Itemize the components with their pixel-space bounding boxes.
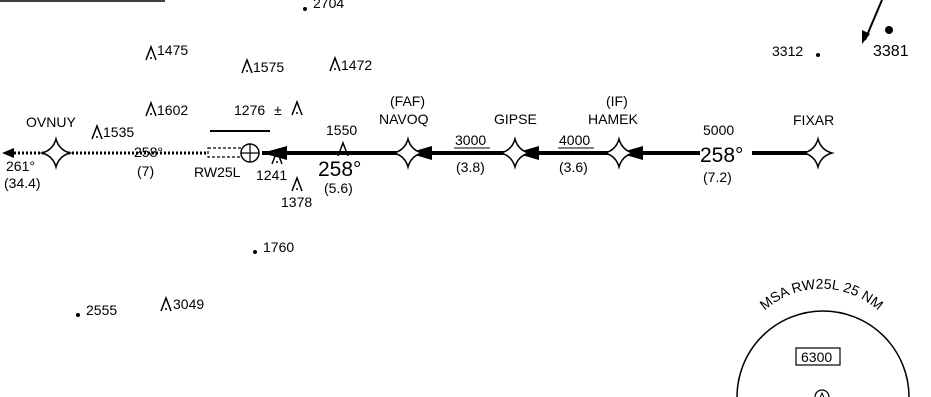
seg-hamek-gipse-altitude: 4000 [559,132,590,148]
north-course-arrowhead [862,30,870,44]
runway-symbol [207,147,253,158]
spot-dot-1760 [253,250,257,254]
seg-ovnuy-out-course: 261° [6,158,35,174]
fix-navoq-icon [391,136,425,170]
runway-label: RW25L [194,164,241,180]
spot-2555: 2555 [86,302,117,318]
seg-fixar-hamek-altitude: 5000 [703,122,734,138]
fix-gipse-icon [498,136,532,170]
obstacle-icon [291,99,303,116]
obstacle-1602: 1602 [157,102,188,118]
spot-dot-3312 [816,53,820,57]
seg-rw-ovnuy-course: 258° [134,144,163,160]
obstacle-1475: 1475 [157,42,188,58]
obstacle-1575: 1575 [253,59,284,75]
obstacle-icon [160,295,172,312]
seg-rw-ovnuy-distance: (7) [137,163,154,179]
spot-3312: 3312 [772,43,803,59]
obstacle-1378: 1378 [281,194,312,210]
fix-hamek-icon [602,136,636,170]
obstacle-icon [329,55,341,72]
spot-3381: 3381 [873,43,909,60]
msa-circle [736,310,910,397]
msa-altitude: 6300 [801,349,832,365]
obstacle-1276-plusminus: ± [274,102,282,118]
track-arrow-out [2,148,14,158]
track-arrow-rw [262,146,287,160]
obstacle-1276: 1276 [234,102,265,118]
fix-hamek-role: (IF) [606,93,628,109]
obstacle-icon [291,175,303,192]
fix-hamek-label: HAMEK [588,111,638,127]
seg-navoq-rw-distance: (5.6) [324,180,353,196]
fix-navoq-label: NAVOQ [379,111,429,127]
obstacle-1535: 1535 [103,124,134,140]
fix-fixar-icon [801,136,835,170]
spot-1760: 1760 [263,239,294,255]
seg-fixar-hamek-distance: (7.2) [703,169,732,185]
obstacle-icon [145,100,157,117]
seg-ovnuy-out-distance: (34.4) [4,175,41,191]
spot-dot-2704 [303,7,307,11]
obstacle-icon [91,123,103,140]
runway-threshold-icon [240,143,260,163]
obstacle-icon [241,57,253,74]
msa-altitude-box [795,347,841,366]
seg-gipse-navoq-altitude: 3000 [455,132,486,148]
fix-ovnuy-label: OVNUY [26,114,76,130]
msa-center-icon [814,389,830,397]
seg-gipse-navoq-distance: (3.8) [456,159,485,175]
fix-gipse-label: GIPSE [494,111,537,127]
seg-fixar-hamek-course: 258° [700,144,743,167]
msa-title: MSA RW25L 25 NM [756,276,886,313]
obstacle-3049: 3049 [173,296,204,312]
fix-fixar-label: FIXAR [793,112,834,128]
spot-2704: 2704 [313,0,344,11]
seg-navoq-rw-altitude: 1550 [326,122,357,138]
obstacle-icon [145,44,157,61]
fix-ovnuy-icon [39,136,73,170]
obstacle-1472: 1472 [341,57,372,73]
obstacle-icon [337,140,349,157]
seg-hamek-gipse-distance: (3.6) [559,159,588,175]
seg-navoq-rw-course: 258° [318,158,361,181]
obstacle-icon [271,148,283,165]
fix-navoq-role: (FAF) [390,93,425,109]
obstacle-1241: 1241 [256,167,287,183]
spot-dot-2555 [76,313,80,317]
spot-dot-3381 [885,26,893,34]
